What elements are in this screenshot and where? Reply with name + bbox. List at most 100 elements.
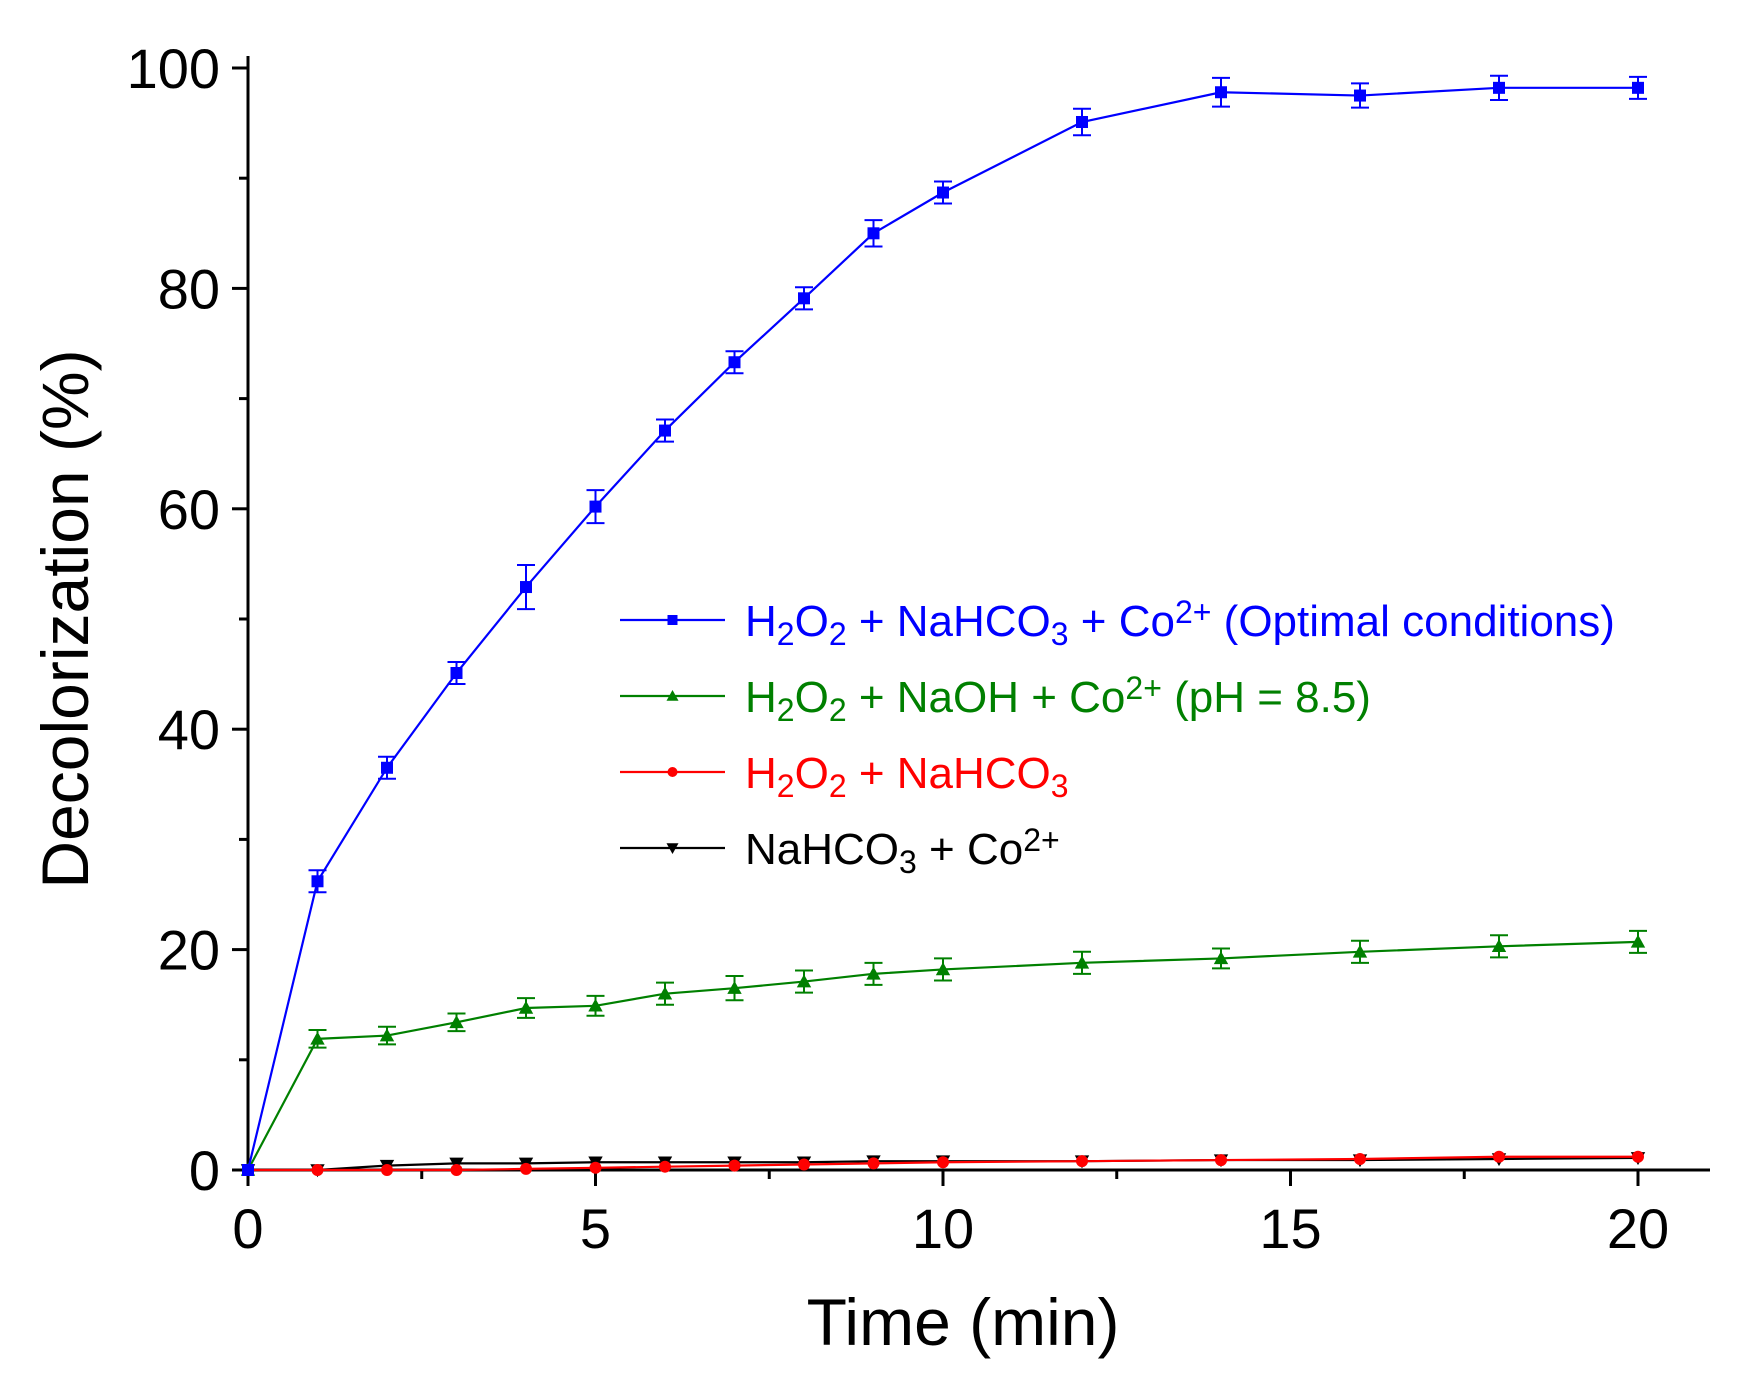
data-point	[379, 1028, 395, 1042]
data-point	[310, 1031, 325, 1045]
legend-label-part: + NaHCO	[847, 597, 1051, 646]
y-tick-label: 20	[158, 919, 220, 982]
data-point	[1354, 89, 1366, 102]
data-point	[1493, 81, 1505, 94]
data-point	[1632, 1150, 1644, 1163]
legend-marker	[666, 843, 679, 854]
x-tick-label: 5	[580, 1197, 611, 1260]
legend-label-part: 3	[1051, 768, 1069, 804]
data-point	[1632, 81, 1644, 94]
legend-label-part: 2+	[1125, 670, 1161, 706]
data-point	[449, 1015, 464, 1029]
data-point	[381, 761, 393, 774]
data-point	[935, 962, 951, 976]
legend-label-part: 3	[1051, 616, 1069, 652]
legend-label: H2O2 + NaHCO3 + Co2+ (Optimal conditions…	[745, 594, 1615, 652]
legend-entry-3: NaHCO3 + Co2+	[620, 822, 1060, 880]
data-point	[520, 581, 532, 594]
legend-label-part: NaHCO	[745, 825, 899, 874]
data-point	[657, 986, 673, 1000]
legend-label-part: O	[795, 673, 829, 722]
data-point	[1352, 944, 1368, 958]
data-point	[798, 1158, 810, 1171]
legend-marker	[666, 690, 679, 701]
x-tick-label: 20	[1607, 1197, 1669, 1260]
data-point	[450, 666, 463, 679]
y-tick-label: 0	[189, 1139, 220, 1202]
y-tick-label: 40	[158, 698, 220, 761]
data-point	[450, 1164, 463, 1176]
axes: 0 5 10 15 20 0 20 40 60 80 100	[127, 37, 1710, 1260]
data-point	[589, 500, 602, 513]
legend-label-part: 2+	[1175, 594, 1211, 630]
legend-label-part: O	[795, 749, 829, 798]
data-point	[937, 186, 949, 199]
series-1	[240, 929, 1647, 1176]
legend-label-part: 2+	[1023, 822, 1059, 858]
data-point	[1491, 939, 1507, 953]
y-tick-label: 60	[158, 478, 220, 541]
legend-entry-0: H2O2 + NaHCO3 + Co2+ (Optimal conditions…	[620, 594, 1615, 652]
legend-label: H2O2 + NaOH + Co2+ (pH = 8.5)	[745, 670, 1371, 728]
data-point	[798, 292, 810, 305]
data-point	[311, 1164, 324, 1176]
x-tick-label: 10	[912, 1197, 974, 1260]
data-point	[311, 875, 324, 888]
data-point	[796, 974, 812, 988]
data-point	[1215, 1154, 1227, 1167]
legend-marker	[667, 767, 678, 777]
data-point	[588, 998, 603, 1012]
legend-label-part: + Co	[1069, 597, 1175, 646]
legend-entry-2: H2O2 + NaHCO3	[620, 749, 1069, 804]
legend-label-part: + NaOH + Co	[847, 673, 1126, 722]
data-point	[1630, 934, 1646, 948]
legend-label-part: 2	[829, 616, 847, 652]
series-layer	[240, 74, 1647, 1178]
legend-label-part: + Co	[917, 825, 1023, 874]
legend-label-part: (pH = 8.5)	[1162, 673, 1371, 722]
legend-label-part: 2	[829, 692, 847, 728]
legend-label-part: H	[745, 673, 777, 722]
legend: H2O2 + NaHCO3 + Co2+ (Optimal conditions…	[620, 594, 1615, 880]
legend-label: H2O2 + NaHCO3	[745, 749, 1069, 804]
data-point	[728, 356, 741, 369]
y-axis-title: Decolorization (%)	[28, 349, 102, 888]
data-point	[727, 980, 742, 994]
legend-marker	[667, 615, 678, 625]
legend-label-part: 2	[777, 616, 795, 652]
data-point	[589, 1161, 602, 1174]
data-point	[867, 227, 880, 240]
series-line	[248, 1155, 1638, 1172]
data-point	[728, 1159, 741, 1172]
legend-entry-1: H2O2 + NaOH + Co2+ (pH = 8.5)	[620, 670, 1371, 728]
y-tick-label: 80	[158, 257, 220, 320]
data-point	[1354, 1152, 1366, 1165]
x-tick-label: 0	[232, 1197, 263, 1260]
x-axis-title: Time (min)	[807, 1285, 1120, 1359]
series-line	[246, 86, 1638, 1171]
data-point	[1074, 955, 1090, 969]
y-tick-label: 100	[127, 37, 220, 100]
x-tick-label: 15	[1259, 1197, 1321, 1260]
legend-label-part: 2	[777, 768, 795, 804]
legend-label-part: (Optimal conditions)	[1211, 597, 1614, 646]
legend-label-part: H	[745, 597, 777, 646]
data-point	[381, 1164, 393, 1176]
data-point	[937, 1156, 949, 1169]
legend-label-part: 3	[899, 844, 917, 880]
data-point	[1213, 951, 1229, 965]
data-point	[518, 1000, 534, 1014]
data-point	[659, 1160, 671, 1173]
data-point	[1076, 115, 1088, 128]
series-0	[242, 74, 1647, 1176]
data-point	[1493, 1150, 1505, 1163]
data-point	[659, 424, 671, 437]
data-point	[520, 1162, 532, 1175]
legend-label-part: + NaHCO	[847, 749, 1051, 798]
data-point	[1215, 86, 1227, 99]
data-point	[242, 1164, 254, 1176]
legend-label-part: O	[795, 597, 829, 646]
data-point	[866, 966, 881, 980]
legend-label-part: H	[745, 749, 777, 798]
